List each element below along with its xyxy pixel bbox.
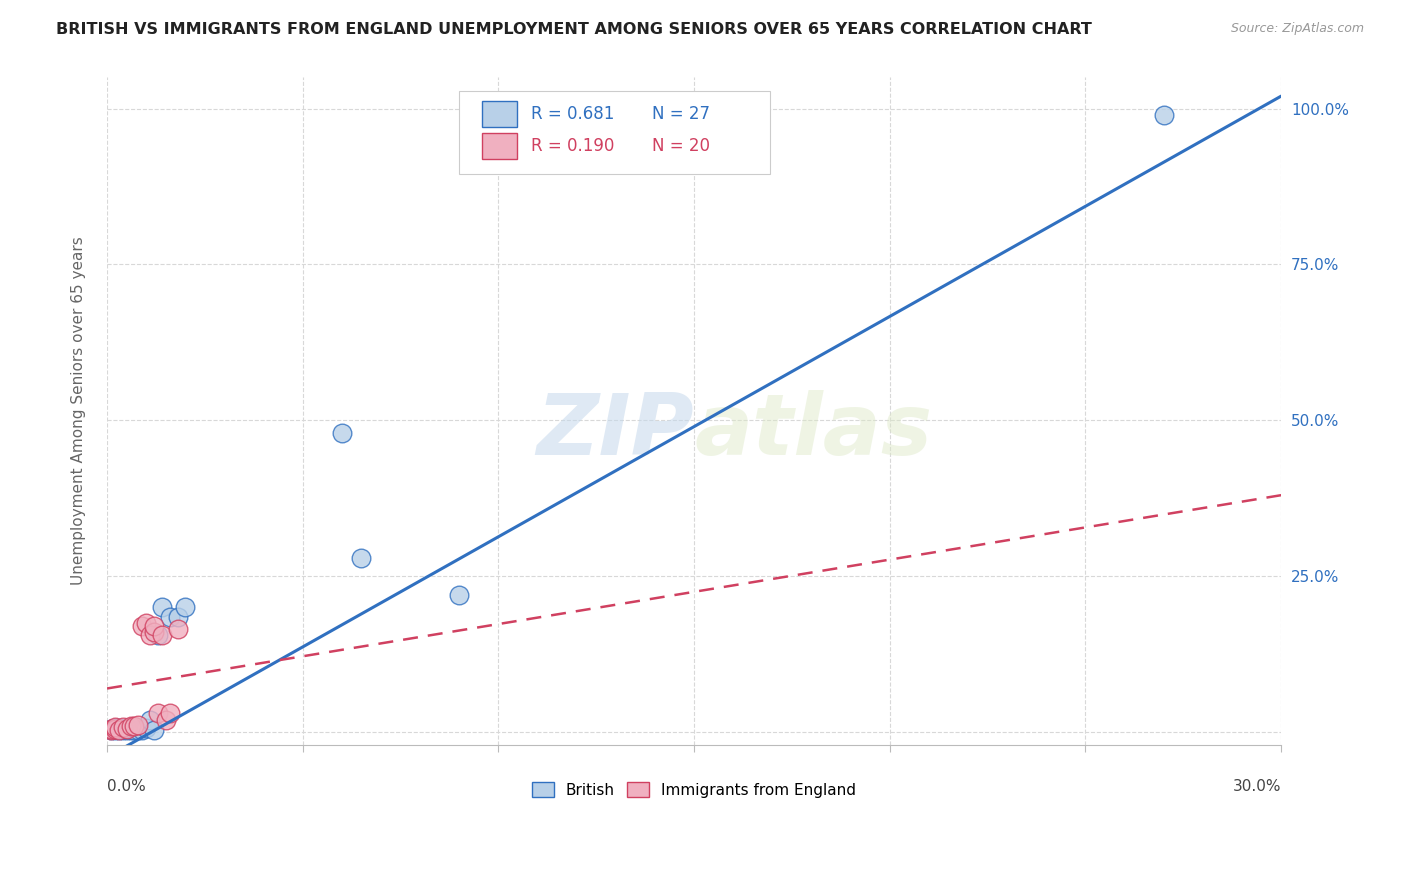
- Point: [124, 719, 146, 733]
- FancyBboxPatch shape: [482, 102, 517, 127]
- Point: [104, 720, 127, 734]
- Point: [683, 127, 706, 141]
- Point: [146, 706, 169, 721]
- Point: [124, 723, 146, 738]
- Point: [104, 722, 127, 736]
- Point: [166, 622, 188, 636]
- Point: [127, 717, 149, 731]
- Point: [143, 625, 166, 640]
- Text: N = 27: N = 27: [652, 105, 710, 123]
- Point: [159, 609, 181, 624]
- Point: [111, 720, 134, 734]
- Text: Source: ZipAtlas.com: Source: ZipAtlas.com: [1230, 22, 1364, 36]
- Point: [135, 615, 157, 630]
- Point: [108, 723, 131, 737]
- Legend: British, Immigrants from England: British, Immigrants from England: [526, 776, 862, 804]
- Point: [115, 723, 138, 738]
- Point: [108, 721, 131, 735]
- Text: atlas: atlas: [695, 390, 932, 473]
- Point: [330, 425, 353, 440]
- Text: 0.0%: 0.0%: [107, 779, 146, 794]
- Y-axis label: Unemployment Among Seniors over 65 years: Unemployment Among Seniors over 65 years: [72, 236, 86, 585]
- Point: [120, 719, 142, 733]
- Point: [150, 600, 173, 615]
- Point: [449, 588, 471, 602]
- Point: [100, 722, 122, 736]
- Point: [174, 600, 197, 615]
- Point: [1153, 108, 1175, 122]
- Point: [143, 619, 166, 633]
- Point: [146, 628, 169, 642]
- Point: [139, 628, 162, 642]
- Point: [104, 723, 127, 738]
- Point: [350, 550, 373, 565]
- Point: [100, 723, 122, 738]
- Point: [111, 722, 134, 736]
- Point: [139, 713, 162, 727]
- Point: [120, 723, 142, 737]
- Text: R = 0.681: R = 0.681: [531, 105, 614, 123]
- Point: [108, 723, 131, 738]
- Point: [115, 722, 138, 736]
- FancyBboxPatch shape: [482, 134, 517, 159]
- Point: [100, 722, 122, 736]
- Text: R = 0.190: R = 0.190: [531, 137, 614, 155]
- Text: N = 20: N = 20: [652, 137, 710, 155]
- Point: [155, 713, 177, 727]
- Text: 30.0%: 30.0%: [1233, 779, 1281, 794]
- Point: [150, 628, 173, 642]
- Point: [127, 723, 149, 737]
- FancyBboxPatch shape: [460, 91, 770, 174]
- Point: [104, 722, 127, 736]
- Text: ZIP: ZIP: [537, 390, 695, 473]
- Point: [131, 619, 153, 633]
- Point: [131, 723, 153, 738]
- Point: [159, 706, 181, 721]
- Point: [166, 609, 188, 624]
- Point: [100, 723, 122, 738]
- Text: BRITISH VS IMMIGRANTS FROM ENGLAND UNEMPLOYMENT AMONG SENIORS OVER 65 YEARS CORR: BRITISH VS IMMIGRANTS FROM ENGLAND UNEMP…: [56, 22, 1092, 37]
- Point: [111, 723, 134, 738]
- Point: [135, 722, 157, 736]
- Point: [143, 723, 166, 738]
- Point: [115, 722, 138, 736]
